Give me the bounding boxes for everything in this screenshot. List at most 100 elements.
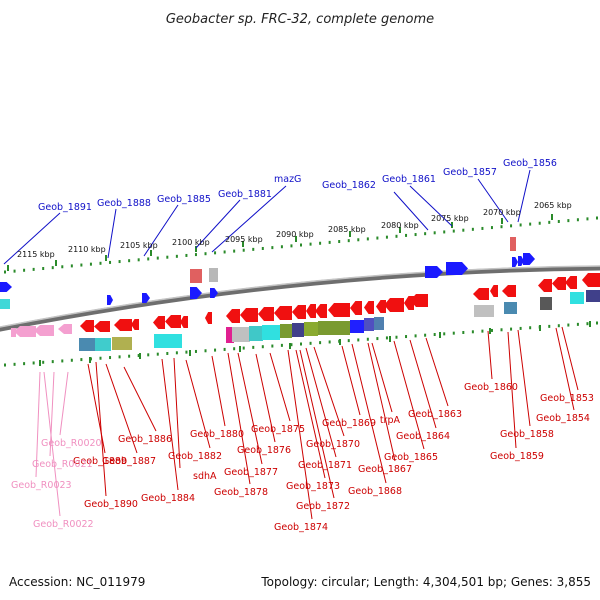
label-leader — [487, 330, 493, 380]
forward-gene-arrow — [107, 295, 113, 305]
scale-tick-dot — [538, 221, 541, 225]
reverse-gene-label: Geob_1869 — [322, 418, 376, 429]
label-leaders — [3, 169, 579, 520]
label-leader — [341, 345, 361, 416]
scale-tick-dot — [32, 267, 35, 271]
scale-tick-dot — [128, 259, 131, 263]
reverse-gene-label: Geob_1878 — [214, 487, 268, 498]
forward-gene-label: mazG — [274, 174, 301, 185]
reverse-feature-box — [79, 338, 95, 351]
scale-tick-dot — [223, 347, 226, 351]
label-leader — [43, 371, 61, 517]
major-tick — [295, 236, 297, 242]
scale-tick-dot — [70, 264, 73, 268]
scale-tick-dot — [204, 349, 207, 353]
forward-feature-box — [209, 268, 218, 282]
reverse-gene-label: Geob_1859 — [490, 451, 544, 462]
reverse-gene-arrow — [131, 319, 139, 330]
scale-tick-dot — [89, 262, 92, 266]
scale-label: 2065 kbp — [534, 201, 572, 210]
label-leader — [227, 352, 251, 485]
reverse-gene-label: Geob_1872 — [296, 501, 350, 512]
major-tick — [189, 350, 191, 356]
scale-tick-dot — [80, 263, 83, 267]
reverse-gene-arrow — [226, 309, 240, 323]
forward-feature-box — [0, 299, 10, 309]
scale-tick-dot — [548, 220, 551, 224]
scale-tick-dot — [357, 338, 360, 342]
reverse-gene-label: Geob_1882 — [168, 451, 222, 462]
label-leader — [143, 204, 179, 257]
rna-gene-arrow — [58, 324, 72, 334]
scale-tick-dot — [395, 234, 398, 238]
gene-features — [0, 237, 600, 351]
scale-tick-dot — [280, 343, 283, 347]
reverse-gene-label: Geob_1865 — [384, 452, 438, 463]
scale-label: 2085 kbp — [328, 225, 366, 234]
major-tick — [439, 332, 441, 338]
major-tick — [239, 346, 241, 352]
forward-gene-arrow — [523, 253, 535, 265]
genome-backbone — [0, 265, 600, 332]
reverse-gene-arrow — [94, 321, 110, 332]
scale-tick-dot — [70, 358, 73, 362]
reverse-gene-arrow — [565, 276, 577, 289]
reverse-gene-arrow — [80, 320, 94, 332]
major-tick — [399, 227, 401, 233]
label-leader — [561, 326, 579, 391]
major-tick — [105, 255, 107, 261]
scale-tick-dot — [185, 350, 188, 354]
scale-tick-dot — [290, 343, 293, 347]
scale-tick-dot — [500, 328, 503, 332]
major-tick — [489, 328, 491, 334]
scale-tick-dot — [481, 226, 484, 230]
label-leader — [409, 185, 453, 227]
scale-tick-dot — [194, 253, 197, 257]
label-leader — [3, 212, 61, 265]
forward-gene-label: Geob_1891 — [38, 202, 92, 213]
scale-tick-dot — [414, 233, 417, 237]
label-leader — [287, 349, 313, 520]
scale-tick-dot — [118, 260, 121, 264]
scale-tick-dot — [309, 341, 312, 345]
major-tick — [539, 325, 541, 331]
reverse-feature-box — [292, 323, 304, 337]
label-leader — [299, 349, 335, 499]
reverse-gene-arrow — [384, 298, 404, 312]
scale-tick-dot — [51, 266, 54, 270]
scale-tick-dot — [32, 361, 35, 365]
scale-tick-dot — [510, 224, 513, 228]
scale-tick-dot — [271, 344, 274, 348]
reverse-feature-box — [586, 290, 600, 302]
scale-tick-dot — [61, 359, 64, 363]
major-tick — [150, 250, 152, 256]
scale-tick-dot — [309, 242, 312, 246]
forward-gene-arrow — [142, 293, 150, 303]
label-leader — [211, 185, 287, 253]
scale-tick-dot — [300, 243, 302, 247]
reverse-gene-arrow — [376, 300, 386, 313]
scale-tick-dot — [328, 340, 331, 344]
reverse-feature-box — [504, 302, 517, 314]
label-leader — [305, 347, 337, 458]
scale-label: 2110 kbp — [68, 245, 106, 254]
label-leader — [195, 199, 241, 249]
major-tick — [195, 246, 197, 252]
forward-feature-box — [510, 237, 516, 251]
reverse-gene-label: Geob_1880 — [190, 429, 244, 440]
scale-tick-dot — [366, 237, 369, 241]
scale-tick-dot — [23, 268, 26, 272]
reverse-feature-box — [350, 320, 364, 333]
scale-tick-dot — [99, 356, 102, 360]
scale-tick-dot — [462, 228, 465, 232]
forward-gene-arrow — [190, 287, 202, 299]
scale-tick-dot — [443, 332, 446, 336]
scale-tick-dot — [4, 270, 6, 274]
scale-tick-dot — [109, 356, 112, 360]
scale-tick-dot — [194, 349, 197, 353]
scale-tick-dot — [280, 245, 283, 249]
forward-gene-arrow — [425, 266, 443, 278]
label-leader — [59, 371, 69, 436]
scale-tick-dot — [319, 241, 322, 245]
